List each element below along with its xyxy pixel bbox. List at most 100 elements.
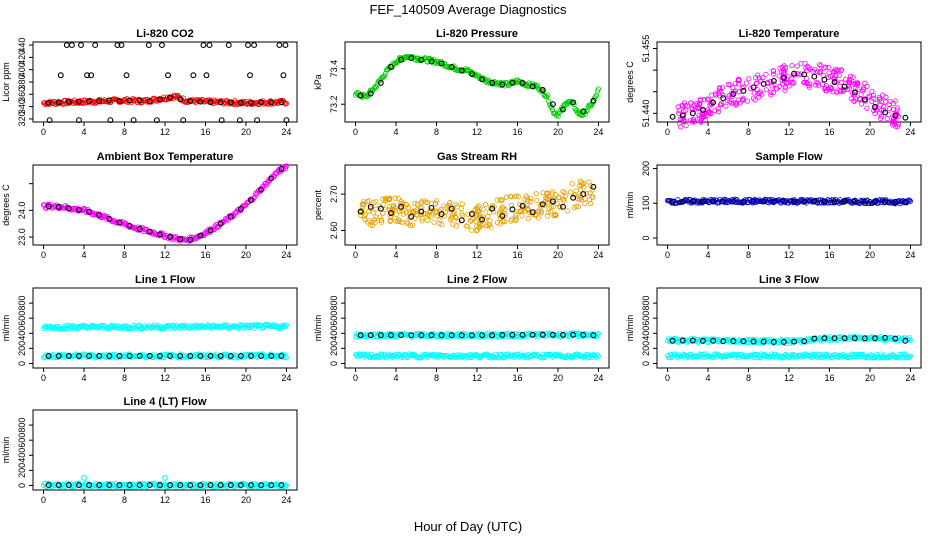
data-point [489, 205, 496, 212]
data-point [907, 353, 914, 359]
data-point [361, 198, 367, 205]
y-axis-label: ml/min [1, 315, 11, 342]
data-point [571, 192, 577, 198]
data-point [669, 198, 676, 205]
x-tick-label: 20 [241, 250, 251, 260]
data-point [65, 205, 72, 212]
data-point [716, 88, 722, 94]
data-point [63, 42, 70, 49]
data-point [523, 193, 529, 199]
panel-title: Li-820 Pressure [436, 28, 518, 40]
plot-frame [344, 41, 610, 123]
data-point [770, 339, 777, 345]
data-point [364, 199, 371, 205]
data-point [359, 208, 365, 214]
data-point [720, 338, 727, 345]
data-point [503, 194, 509, 200]
data-point [850, 74, 856, 80]
series-3 [46, 42, 290, 124]
y-tick-label: 600 [329, 311, 339, 326]
data-point [358, 351, 364, 358]
data-point [156, 482, 163, 489]
data-point [456, 333, 462, 340]
data-point [237, 99, 244, 106]
data-point [388, 332, 394, 339]
data-point [76, 352, 82, 359]
y-tick-label: 0 [641, 236, 651, 241]
data-point [123, 72, 130, 79]
x-tick-label: 8 [122, 495, 127, 505]
data-point [525, 198, 531, 204]
data-point [545, 209, 551, 215]
data-point [251, 100, 257, 106]
data-point [700, 354, 706, 360]
data-point [534, 197, 540, 203]
data-point [428, 332, 435, 339]
data-point [433, 208, 439, 214]
data-point [418, 56, 425, 63]
x-tick-label: 12 [472, 250, 482, 260]
x-tick-label: 24 [593, 373, 603, 383]
data-point [883, 94, 889, 100]
plot-frame [32, 41, 298, 123]
data-point [763, 87, 769, 93]
data-point [848, 95, 854, 102]
data-point [258, 99, 265, 106]
data-point [753, 81, 759, 87]
data-point [107, 117, 114, 124]
data-point [380, 210, 386, 217]
data-point [467, 218, 473, 224]
x-tick-label: 16 [824, 250, 834, 260]
data-point [436, 220, 442, 227]
data-point [438, 332, 445, 339]
data-point [756, 94, 762, 100]
data-point [562, 190, 568, 196]
data-point [236, 117, 243, 124]
data-point [403, 210, 410, 216]
data-point [438, 60, 445, 67]
y-tick-label: 360 [17, 87, 27, 102]
data-point [409, 222, 416, 228]
data-point [830, 68, 836, 75]
data-point [488, 224, 494, 230]
data-point [357, 208, 364, 215]
data-point [68, 42, 75, 49]
data-point [804, 75, 810, 82]
data-point [268, 352, 275, 359]
data-point [810, 337, 816, 343]
data-point [750, 84, 757, 91]
data-point [458, 332, 465, 339]
panel-2: Li-820 Pressure kPa 0 4 8 12 16 20 24 73.2 73.4 [313, 28, 610, 137]
data-point [137, 325, 143, 332]
data-point [587, 102, 593, 108]
data-point [834, 90, 840, 96]
data-point [894, 107, 900, 113]
data-point [153, 117, 160, 124]
data-point [425, 211, 431, 217]
data-point [801, 71, 808, 78]
data-point [248, 482, 254, 489]
data-point [207, 482, 214, 489]
y-tick-label: 320 [17, 111, 27, 126]
data-point [561, 198, 567, 204]
data-point [225, 42, 232, 49]
data-point [709, 92, 715, 98]
data-point [165, 72, 171, 79]
data-point [679, 198, 686, 205]
data-point [187, 234, 193, 240]
y-tick-label: 400 [329, 326, 339, 341]
data-point [760, 198, 767, 205]
data-point [533, 191, 539, 197]
data-point [262, 100, 268, 106]
data-point [136, 482, 143, 489]
x-tick-label: 24 [281, 495, 291, 505]
data-point [110, 324, 116, 330]
data-point [828, 86, 835, 92]
data-point [458, 67, 465, 74]
data-point [499, 197, 505, 203]
data-point [278, 166, 285, 172]
data-point [782, 87, 788, 93]
data-point [398, 332, 405, 339]
data-point [683, 123, 689, 129]
data-point [419, 215, 426, 222]
